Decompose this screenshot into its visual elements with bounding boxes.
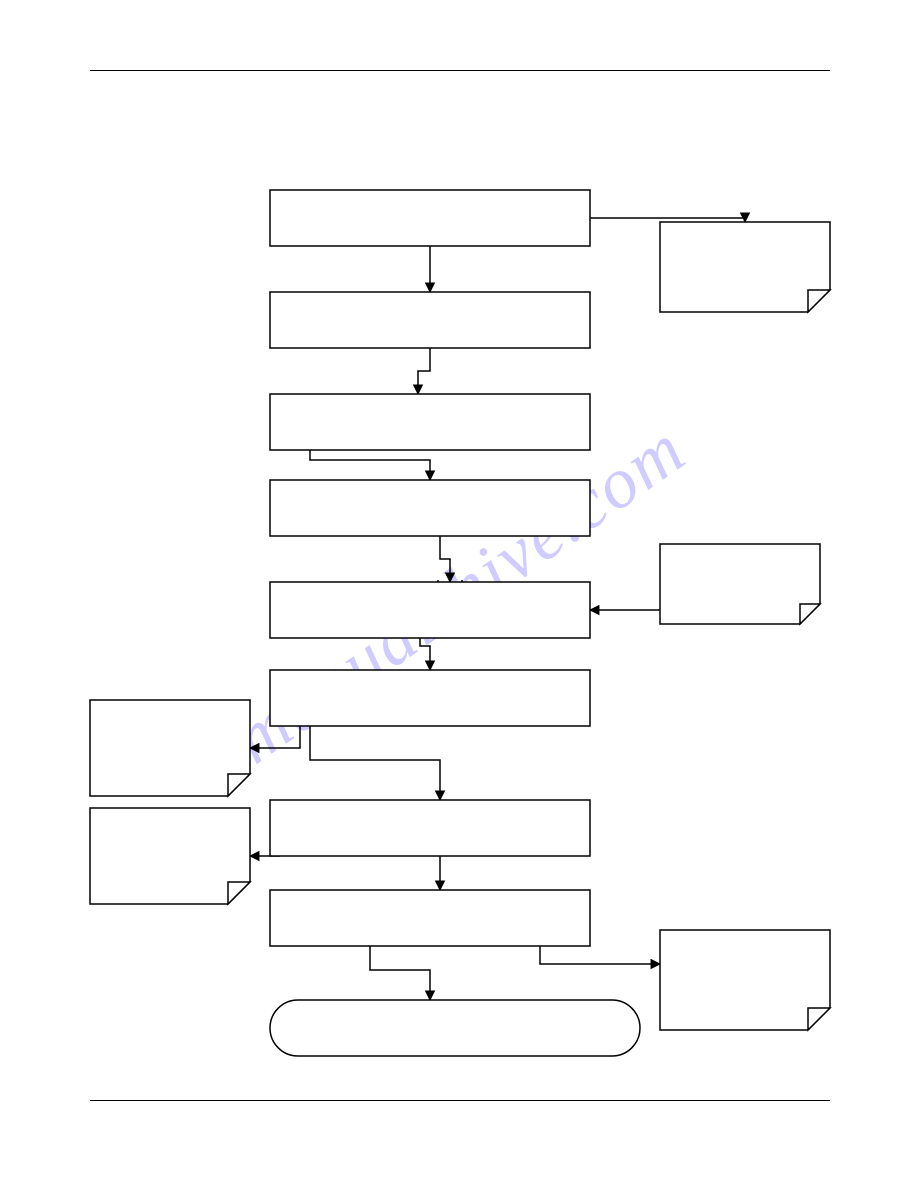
flowchart-diagram <box>0 0 918 1188</box>
